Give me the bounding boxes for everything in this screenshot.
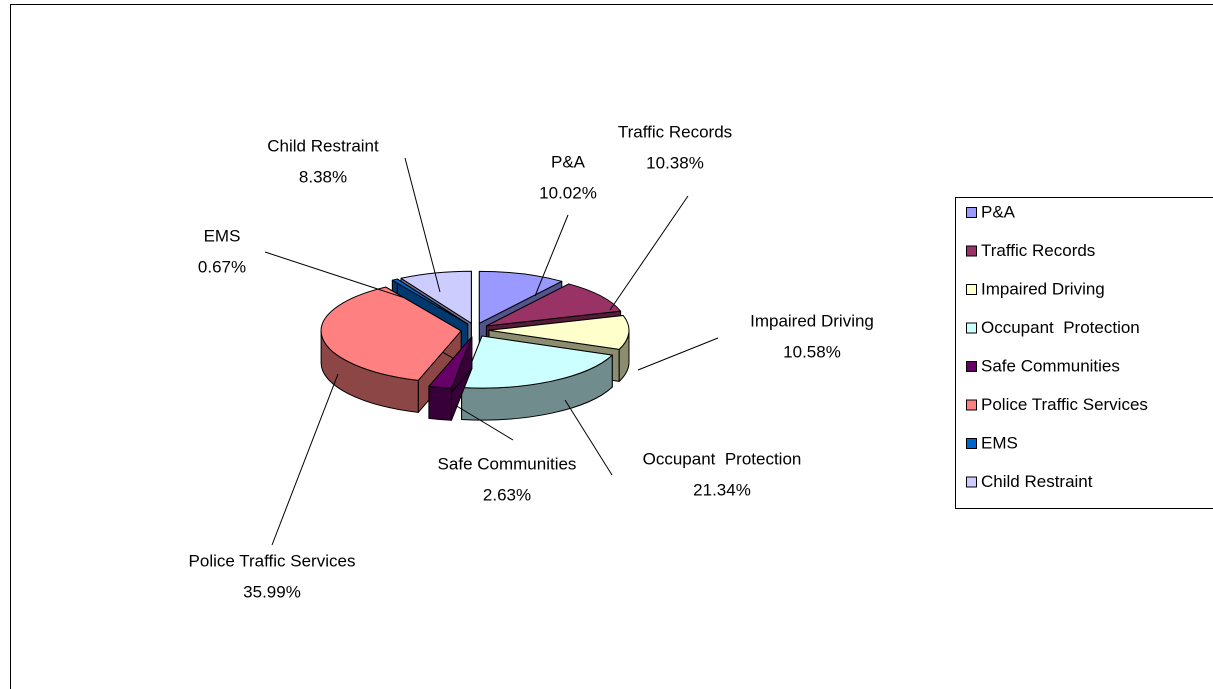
slice — [428, 336, 473, 389]
data-label-name: Police Traffic Services — [189, 551, 356, 570]
data-label-value: 10.02% — [539, 183, 597, 202]
data-label-name: Safe Communities — [438, 454, 577, 473]
data-labels: P&A 10.02% Traffic Records 10.38% Impaired D… — [189, 122, 874, 601]
leader-line — [609, 195, 689, 311]
data-label-value: 21.34% — [693, 480, 751, 499]
slice — [461, 335, 613, 389]
data-label-name: Traffic Records — [618, 122, 732, 141]
pie — [320, 270, 630, 421]
legend-label: Traffic Records — [981, 241, 1095, 260]
legend-label: Child Restraint — [981, 472, 1093, 491]
slice — [320, 286, 462, 381]
legend-label: Safe Communities — [981, 356, 1120, 375]
leader-line — [534, 214, 569, 297]
data-label-value: 2.63% — [483, 485, 531, 504]
data-label-name: EMS — [204, 226, 241, 245]
legend-swatch — [966, 207, 977, 218]
leader-line — [271, 373, 339, 546]
data-label-name: Impaired Driving — [750, 311, 874, 330]
data-label-name: Child Restraint — [267, 136, 379, 155]
slice-side — [428, 385, 452, 421]
legend-label: Impaired Driving — [981, 279, 1105, 298]
legend-label: EMS — [981, 433, 1018, 452]
data-label-value: 8.38% — [299, 167, 347, 186]
legend-swatch — [966, 361, 977, 372]
leader-line — [404, 157, 441, 293]
slice — [391, 278, 469, 325]
legend-swatch — [966, 399, 977, 411]
legend-swatch — [966, 322, 977, 334]
legend-swatch — [966, 284, 977, 295]
slice — [488, 314, 630, 350]
slice — [478, 270, 563, 324]
leader-line — [637, 337, 719, 371]
data-label-value: 0.67% — [198, 257, 246, 276]
legend: P&A Traffic Records Impaired Driving Occupa… — [966, 202, 1148, 491]
slice — [485, 283, 622, 327]
legend-swatch — [966, 476, 977, 488]
legend-label: P&A — [981, 202, 1016, 221]
legend-box — [955, 197, 1213, 509]
leader-line — [564, 399, 613, 476]
legend-swatch — [966, 245, 977, 257]
legend-swatch — [966, 438, 977, 449]
data-label-value: 35.99% — [243, 582, 301, 601]
leader-line — [454, 404, 514, 441]
legend-label: Occupant Protection — [981, 318, 1140, 337]
data-label-name: Occupant Protection — [643, 449, 802, 468]
data-label-value: 10.38% — [646, 153, 704, 172]
legend-label: Police Traffic Services — [981, 395, 1148, 414]
leader-line — [264, 251, 406, 299]
data-label-name: P&A — [551, 152, 586, 171]
data-label-value: 10.58% — [783, 342, 841, 361]
